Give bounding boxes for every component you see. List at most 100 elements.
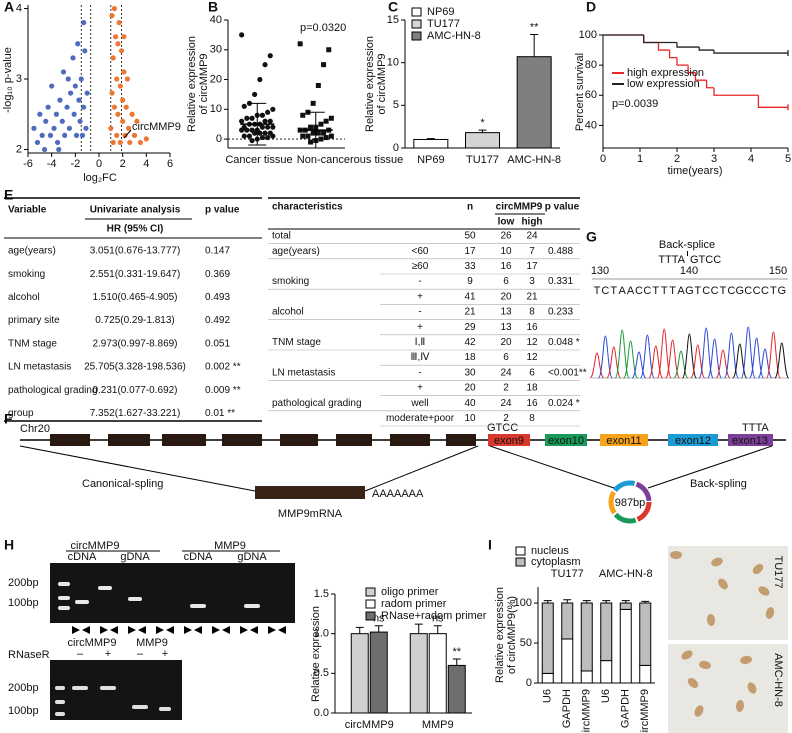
point (66, 125, 73, 131)
point (328, 133, 334, 139)
point (270, 124, 276, 130)
point (34, 139, 41, 146)
table-cell: 26 (500, 231, 512, 242)
sequence-panel: Back-splice TTTA GTCC 130 140 150 (591, 239, 788, 379)
table-cell: 33 (464, 261, 476, 272)
point (246, 133, 253, 139)
cell (735, 700, 745, 712)
sequence-base: T (652, 285, 659, 297)
table-cell: 0.493 (205, 292, 230, 303)
point (72, 83, 78, 89)
point (262, 118, 268, 124)
sequence-title: Back-splice (659, 239, 715, 251)
circ-rna (608, 480, 652, 524)
group-label: TU177 (551, 568, 584, 580)
gel-condition: + (162, 648, 168, 660)
trace-peak (732, 343, 748, 379)
table-cell: 25.705(3.328-198.536) (84, 362, 186, 373)
gel-template: cDNA (68, 551, 97, 563)
point (125, 125, 132, 131)
point (120, 118, 126, 124)
point (134, 118, 140, 124)
point (241, 103, 247, 109)
point (124, 76, 130, 82)
trace-peak (648, 345, 664, 379)
table-cell: 3 (529, 276, 535, 287)
error-bar (530, 34, 539, 57)
primer-arrow (268, 626, 286, 634)
bar-segment (639, 664, 652, 684)
point (108, 125, 114, 131)
point (252, 91, 258, 98)
sequence-base: C (744, 285, 752, 297)
junction-sequence: TTTA (658, 254, 685, 266)
y-tick-label: 60 (585, 89, 597, 101)
gel-treatment: RNaseR (8, 649, 50, 661)
trace-peak (656, 328, 672, 379)
cell (758, 586, 770, 596)
point (115, 111, 121, 117)
bar (350, 633, 369, 714)
point (118, 48, 125, 54)
point (76, 97, 82, 103)
table-header: low (498, 217, 515, 228)
trace-peak (631, 351, 647, 379)
bar-segment (600, 602, 613, 662)
sequence-base: T (610, 285, 617, 297)
legend-swatch (411, 19, 422, 29)
table-cell: well (410, 398, 428, 409)
table-cell: 24 (500, 367, 512, 378)
point (39, 132, 45, 138)
exon-label: exon11 (606, 435, 641, 447)
point (123, 104, 129, 110)
table-cell: 7 (529, 246, 535, 257)
x-tick-label: -6 (23, 158, 33, 170)
point (117, 83, 123, 89)
table-header: n (467, 202, 473, 213)
point (131, 132, 138, 138)
bar (447, 664, 466, 714)
table-cell: 0.147 (205, 246, 230, 257)
table-cell: 0.002 ** (205, 362, 241, 373)
point (267, 118, 273, 124)
panel-label: H (4, 537, 14, 553)
exon-box (446, 434, 476, 446)
y-tick-label: 1.0 (314, 628, 329, 640)
table-header: characteristics (272, 202, 343, 213)
x-tick-label: MMP9 (422, 719, 454, 731)
sequence-base: C (635, 285, 643, 297)
table-cell: TNM stage (8, 338, 57, 349)
sequence-base: C (761, 285, 769, 297)
point (252, 130, 258, 136)
point (259, 124, 266, 130)
point (109, 90, 115, 96)
point (62, 132, 68, 138)
point (270, 106, 276, 112)
y-tick-label: 0.0 (314, 707, 329, 719)
error-bar (433, 625, 442, 634)
table-cell: 6 (503, 276, 509, 287)
exon-box (600, 434, 648, 446)
point (262, 62, 268, 68)
point (297, 41, 303, 47)
y-axis-label: Percent survival (574, 53, 586, 131)
annotation: circMMP9 (132, 121, 181, 133)
table-cell: moderate+poor (386, 413, 455, 424)
cell (752, 564, 764, 574)
legend-label: radom primer (381, 598, 447, 610)
table-cell: smoking (8, 269, 45, 280)
x-tick-label: AMC-HN-8 (507, 154, 561, 166)
table-cell: LN metastasis (272, 367, 335, 378)
point (137, 139, 144, 146)
table-cell: 41 (464, 291, 476, 302)
x-tick-label: circMMP9 (345, 719, 394, 731)
point (84, 90, 90, 96)
gel-target: MMP9 (214, 540, 246, 552)
y-tick-label: 100 (514, 597, 532, 609)
x-tick-label: 4 (143, 158, 149, 170)
table-cell: 3.051(0.676-13.777) (90, 246, 181, 257)
legend-swatch (365, 587, 376, 597)
table-cell: 0.725(0.29-1.813) (95, 315, 175, 326)
exon-box (108, 434, 150, 446)
